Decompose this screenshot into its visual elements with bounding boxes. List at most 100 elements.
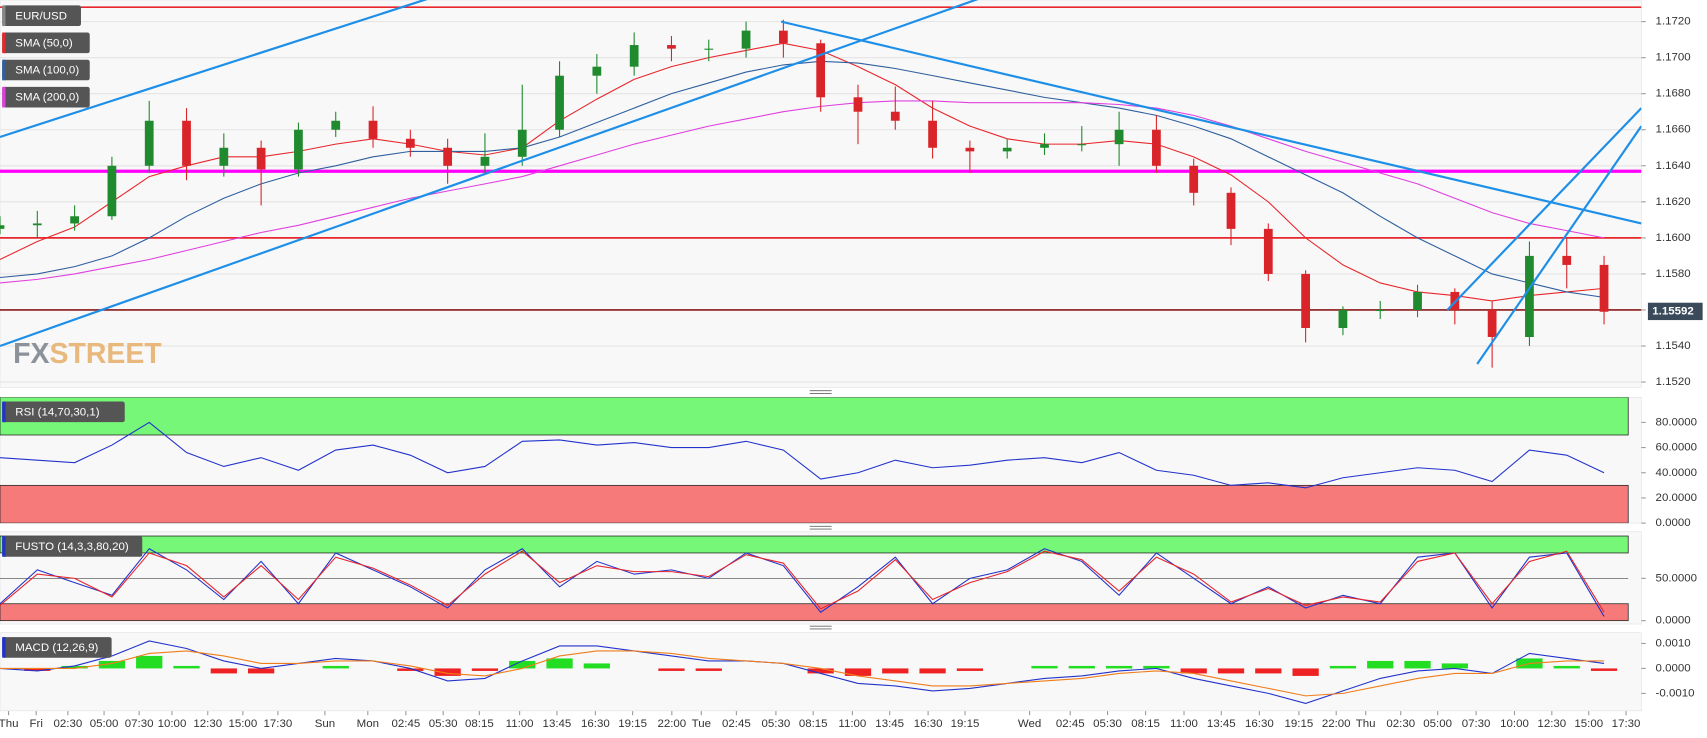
candle-body [741, 30, 751, 49]
candle-body [1338, 309, 1348, 328]
macd-line [0, 640, 1605, 704]
candle-body [1301, 273, 1310, 328]
x-tick-label: 22:00 [1322, 718, 1351, 730]
pane-3 [0, 640, 1618, 704]
x-tick-label: 08:15 [799, 718, 828, 730]
histogram-bar [1367, 660, 1394, 669]
x-tick-label: 05:30 [1093, 718, 1122, 730]
histogram-bar [882, 668, 909, 674]
indicator-line [0, 550, 1605, 613]
histogram-bar [1068, 665, 1095, 669]
y-tick-label: 1.1660 [1656, 124, 1691, 136]
candle-body [1375, 309, 1385, 312]
sma-line [0, 42, 1605, 302]
legend-label: EUR/USD [15, 10, 67, 22]
x-tick-label: 19:15 [1285, 718, 1314, 730]
legend-box [2, 86, 90, 108]
candle-body [443, 147, 453, 166]
histogram-bar [210, 668, 237, 674]
candle-body [1077, 144, 1087, 146]
y-tick-label: 0.0010 [1656, 638, 1691, 650]
pane-0 [0, 0, 1642, 383]
candle-body [1263, 228, 1273, 274]
trend-line [1446, 107, 1642, 311]
legend-box [2, 637, 112, 658]
x-tick-label: 11:00 [1170, 718, 1198, 730]
y-tick-label: 1.1520 [1656, 376, 1691, 388]
x-tick-label: Tue [692, 718, 711, 730]
x-tick-label: 17:30 [264, 718, 293, 730]
candle-body [667, 45, 676, 49]
indicator-line [0, 548, 1605, 617]
histogram-bar [807, 668, 834, 674]
zone [0, 535, 1629, 554]
candle-body [256, 147, 266, 170]
x-tick-label: Sun [315, 718, 335, 730]
candle-body [1226, 192, 1236, 229]
last-price-tag [1647, 302, 1703, 321]
x-tick-label: 05:00 [1423, 718, 1452, 730]
candle-body [816, 43, 826, 98]
candle-body [0, 225, 5, 229]
candle-body [480, 156, 490, 166]
candle-body [70, 216, 79, 224]
legend-swatch [2, 86, 6, 108]
y-tick-label: 0.0000 [1656, 615, 1691, 627]
histogram-bar [397, 668, 424, 671]
y-tick-label: 1.1720 [1656, 16, 1691, 28]
histogram-bar [1255, 668, 1282, 674]
y-tick-label: 50.0000 [1656, 572, 1698, 584]
watermark: FXSTREET [13, 339, 162, 371]
macd-line [0, 650, 1605, 697]
legend-label: FUSTO (14,3,3,80,20) [15, 541, 129, 553]
candle-body [555, 75, 564, 130]
watermark-suffix: STREET [49, 339, 161, 371]
histogram-bar [98, 660, 126, 669]
x-tick-label: 13:45 [875, 718, 904, 730]
histogram-bar [1031, 665, 1058, 669]
legend-box [2, 5, 81, 27]
histogram-bar [1217, 668, 1245, 674]
legend-label: SMA (200,0) [15, 92, 79, 104]
y-tick-label: 0.0000 [1656, 517, 1691, 529]
x-tick-label: 22:00 [657, 718, 686, 730]
x-tick-label: 10:00 [1500, 718, 1529, 730]
y-tick-label: 1.1600 [1656, 232, 1691, 244]
histogram-bar [471, 668, 499, 671]
histogram-bar [1180, 668, 1207, 674]
candle-body [1152, 129, 1161, 166]
x-tick-label: 12:30 [193, 718, 222, 730]
histogram-bar [61, 665, 88, 669]
pane-handles [809, 390, 832, 630]
legend-swatch [2, 59, 6, 81]
y-tick-label: 40.0000 [1656, 467, 1698, 479]
trend-line [0, 0, 428, 138]
candle-body [778, 30, 788, 44]
legend-box [2, 401, 125, 423]
legend-label: MACD (12,26,9) [15, 642, 98, 654]
watermark-prefix: FX [13, 339, 49, 371]
x-tick-label: 17:30 [1612, 718, 1641, 730]
x-tick-label: Mon [357, 718, 379, 730]
histogram-bar [1105, 665, 1133, 669]
indicator-line [0, 421, 1605, 489]
x-tick-label: Thu [0, 718, 18, 730]
candle-body [1114, 129, 1124, 145]
histogram-bar [1404, 660, 1431, 669]
candle-body [1599, 264, 1609, 312]
x-tick-label: 11:00 [506, 718, 534, 730]
y-tick-label: -0.0010 [1656, 687, 1695, 699]
x-tick-label: Thu [1356, 718, 1376, 730]
x-tick-label: 13:45 [543, 718, 572, 730]
histogram-bar [695, 668, 722, 671]
legend-swatch [2, 536, 6, 557]
x-tick-label: 16:30 [914, 718, 943, 730]
x-tick-label: 02:30 [1386, 718, 1415, 730]
x-tick-label: 05:30 [762, 718, 791, 730]
x-tick-label: 15:00 [228, 718, 257, 730]
histogram-bar [546, 658, 573, 669]
candle-body [331, 120, 341, 130]
histogram-bar [583, 663, 610, 669]
histogram-bar [1590, 668, 1618, 671]
